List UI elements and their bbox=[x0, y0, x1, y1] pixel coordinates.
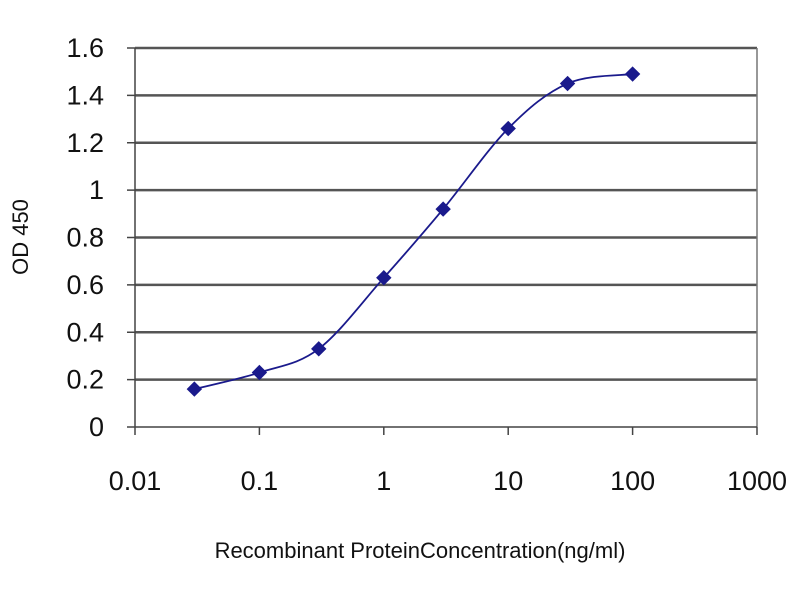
data-point-marker bbox=[500, 120, 516, 137]
data-point-marker bbox=[624, 66, 641, 82]
data-point-marker bbox=[251, 364, 268, 381]
x-tick-label: 1000 bbox=[727, 466, 787, 496]
x-tick-label: 1 bbox=[376, 466, 391, 496]
y-tick-label: 0 bbox=[89, 412, 104, 442]
x-axis-title: Recombinant ProteinConcentration(ng/ml) bbox=[215, 538, 626, 563]
y-tick-label: 1 bbox=[89, 175, 104, 205]
x-tick-label: 0.01 bbox=[109, 466, 162, 496]
y-tick-label: 1.4 bbox=[66, 80, 104, 110]
y-axis-title: OD 450 bbox=[8, 199, 33, 275]
data-point-marker bbox=[186, 381, 203, 397]
gridlines bbox=[135, 46, 757, 381]
data-point-marker bbox=[376, 270, 392, 286]
axes bbox=[127, 47, 758, 435]
data-point-marker bbox=[311, 341, 327, 357]
y-tick-label: 0.6 bbox=[66, 270, 104, 300]
x-tick-label: 10 bbox=[493, 466, 523, 496]
y-tick-label: 1.2 bbox=[66, 128, 104, 158]
data-series bbox=[186, 66, 641, 397]
y-tick-labels: 0 0.2 0.4 0.6 0.8 1 1.2 1.4 1.6 bbox=[66, 33, 104, 442]
y-tick-label: 1.6 bbox=[66, 33, 104, 63]
y-tick-label: 0.2 bbox=[66, 365, 104, 395]
x-tick-label: 100 bbox=[610, 466, 655, 496]
data-point-marker bbox=[435, 201, 451, 217]
y-tick-label: 0.4 bbox=[66, 317, 104, 347]
x-tick-labels: 0.01 0.1 1 10 100 1000 bbox=[109, 466, 787, 496]
data-point-marker bbox=[559, 75, 576, 92]
x-tick-label: 0.1 bbox=[241, 466, 279, 496]
series-line bbox=[194, 73, 633, 390]
y-tick-label: 0.8 bbox=[66, 223, 104, 253]
